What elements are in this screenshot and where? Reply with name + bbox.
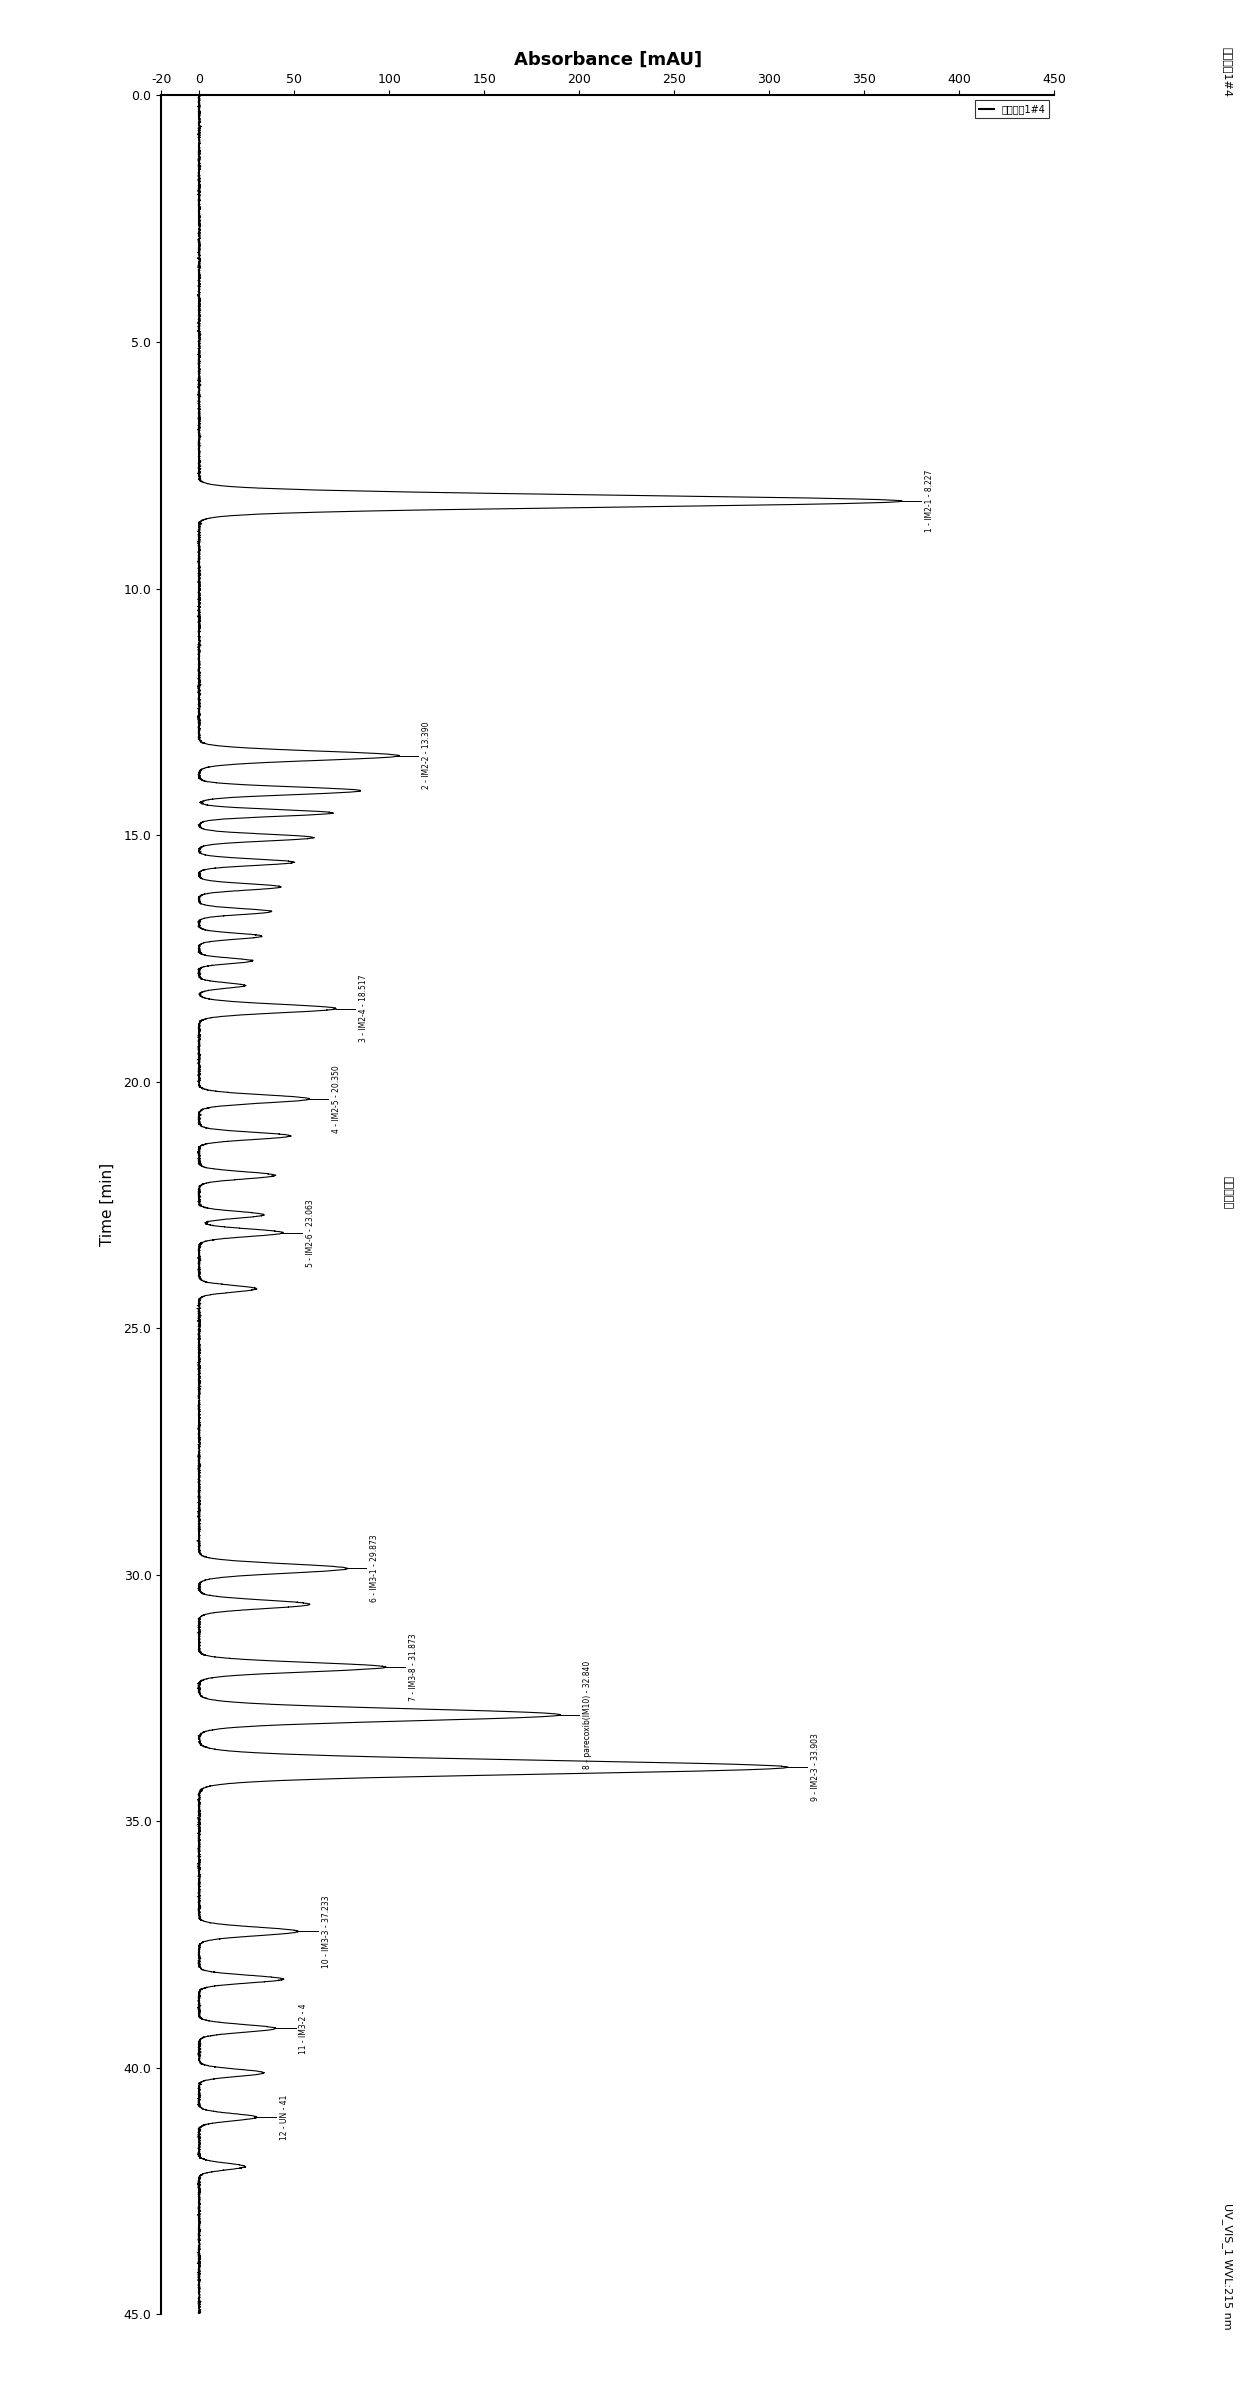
Y-axis label: Time [min]: Time [min] bbox=[100, 1164, 115, 1245]
Text: 7 - IM3-8 - 31.873: 7 - IM3-8 - 31.873 bbox=[409, 1634, 418, 1701]
Text: 6 - IM3-1 - 29.873: 6 - IM3-1 - 29.873 bbox=[370, 1534, 378, 1603]
Text: 5 - IM2-6 - 23.063: 5 - IM2-6 - 23.063 bbox=[306, 1198, 315, 1267]
Text: 4 - IM2-5 - 20.350: 4 - IM2-5 - 20.350 bbox=[332, 1064, 341, 1133]
Text: 2 - IM2-2 - 13.390: 2 - IM2-2 - 13.390 bbox=[422, 723, 432, 790]
Legend: 样品批号1#4: 样品批号1#4 bbox=[975, 100, 1049, 117]
Text: 8 - parecoxib(IM10) - 32.840: 8 - parecoxib(IM10) - 32.840 bbox=[583, 1661, 591, 1768]
Text: 系统适用性: 系统适用性 bbox=[1223, 1176, 1233, 1210]
Text: 样品批号1#4: 样品批号1#4 bbox=[1223, 48, 1233, 95]
Text: 9 - IM2-3 - 33.903: 9 - IM2-3 - 33.903 bbox=[811, 1732, 820, 1801]
X-axis label: Absorbance [mAU]: Absorbance [mAU] bbox=[513, 50, 702, 69]
Text: 1 - IM2-1 - 8.227: 1 - IM2-1 - 8.227 bbox=[925, 470, 934, 532]
Text: 12 - UN - 41: 12 - UN - 41 bbox=[280, 2095, 289, 2140]
Text: 11 - IM3-2 - 4: 11 - IM3-2 - 4 bbox=[299, 2004, 309, 2054]
Text: 3 - IM2-4 - 18.517: 3 - IM2-4 - 18.517 bbox=[358, 976, 367, 1043]
Text: UV_VIS_1 WVL:215 nm: UV_VIS_1 WVL:215 nm bbox=[1223, 2202, 1233, 2331]
Text: 10 - IM3-3 - 37.233: 10 - IM3-3 - 37.233 bbox=[321, 1894, 331, 1968]
